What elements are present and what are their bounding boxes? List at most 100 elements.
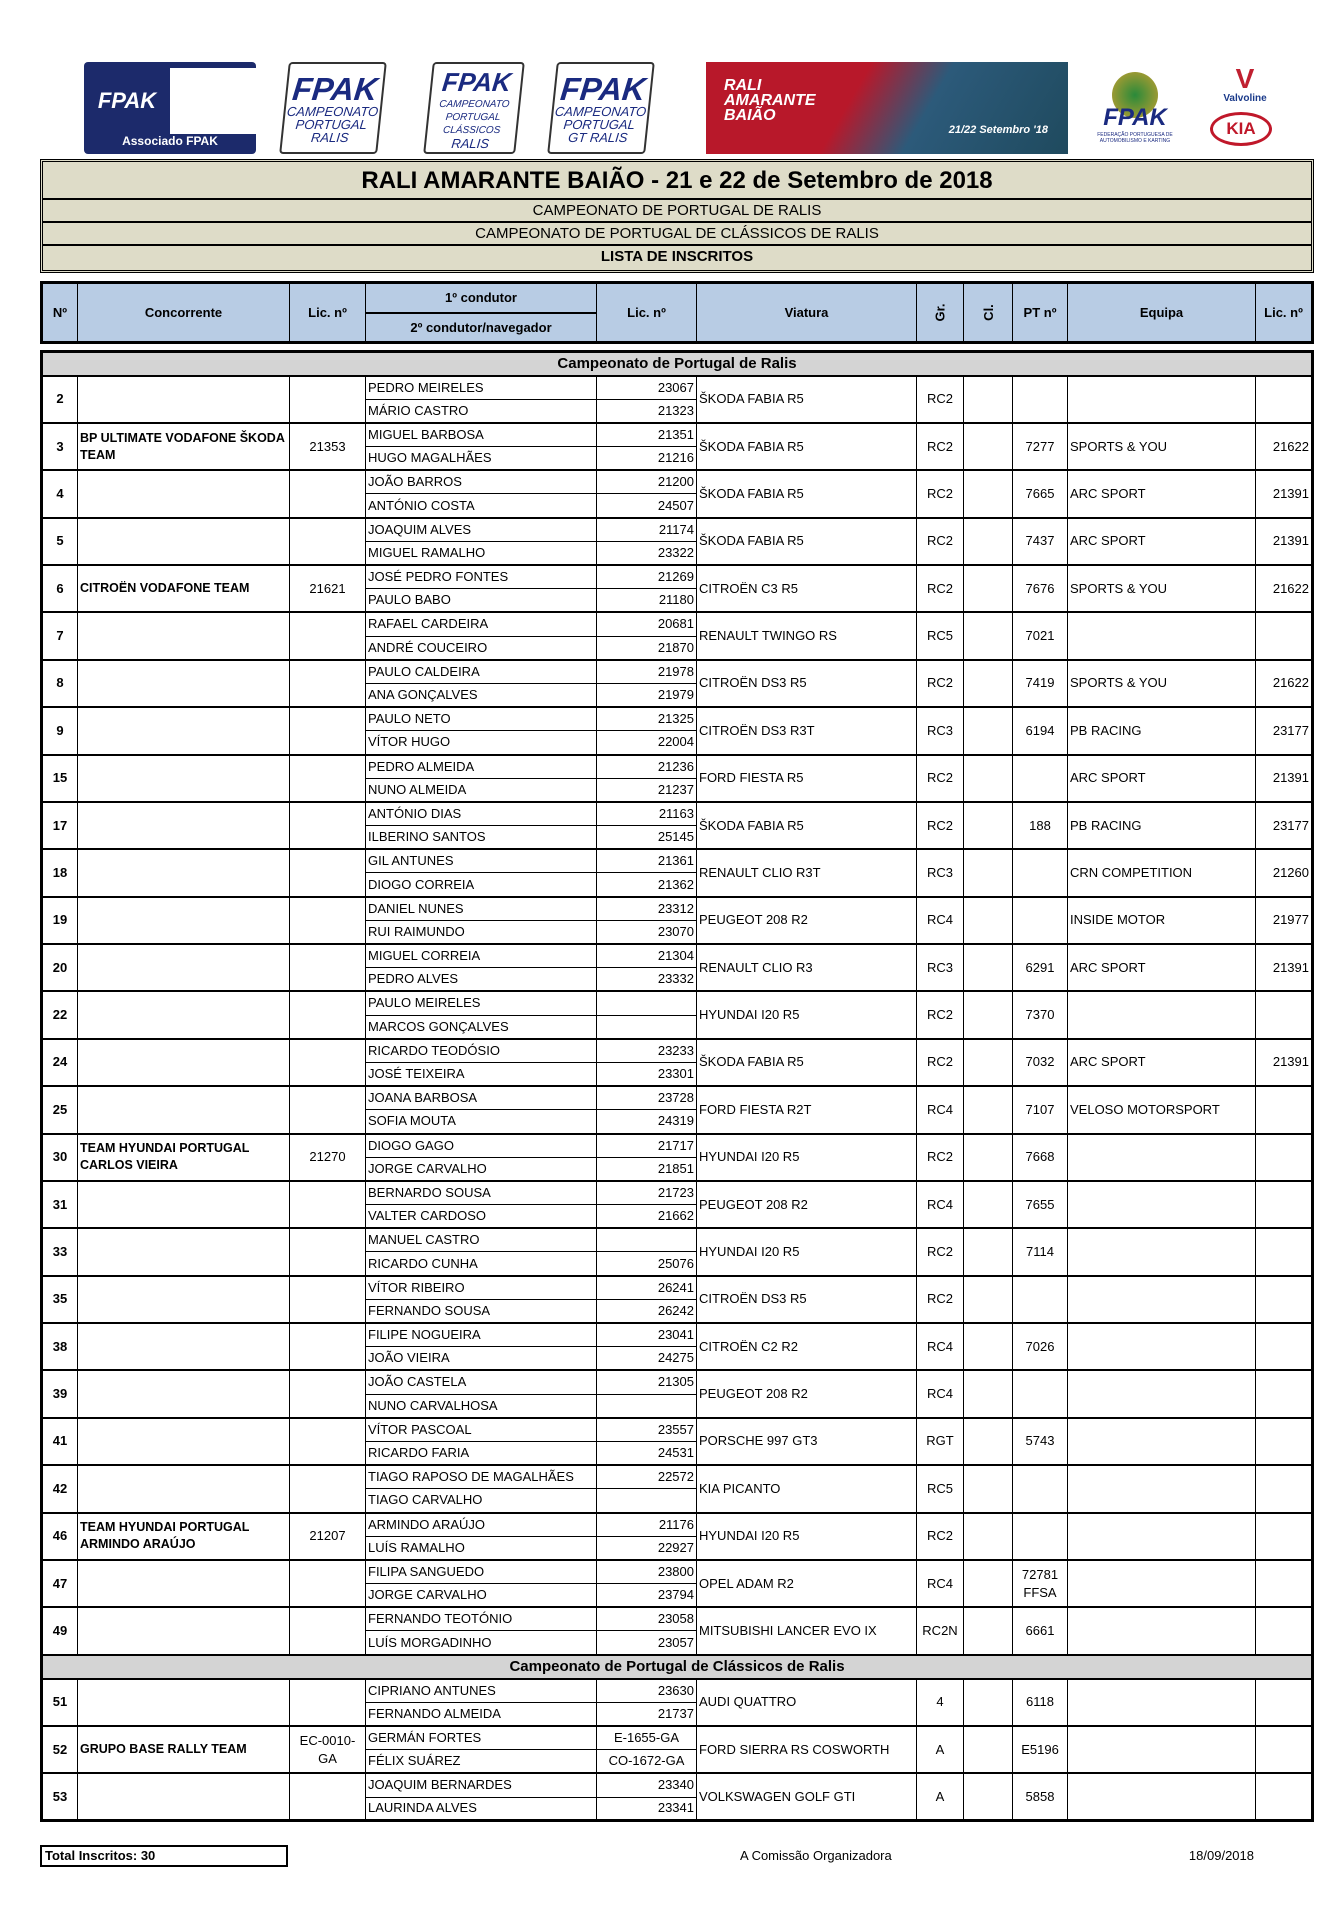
driver-1: VÍTOR PASCOAL	[365, 1416, 597, 1442]
competitor	[77, 895, 290, 945]
car: HYUNDAI I20 R5	[696, 1227, 917, 1277]
class	[963, 1464, 1013, 1514]
pt-number	[1012, 1369, 1068, 1419]
table-row: 39 JOÃO CASTELA 21305 PEUGEOT 208 R2 RC4	[41, 1369, 1313, 1419]
car: ŠKODA FABIA R5	[696, 1037, 917, 1087]
table-row: 38 FILIPE NOGUEIRA 23041 CITROËN C2 R2 RC4 70…	[41, 1321, 1313, 1371]
team	[1067, 990, 1256, 1040]
group: RC4	[916, 1369, 964, 1419]
team	[1067, 611, 1256, 661]
driver-1-license	[596, 1227, 697, 1253]
pt-number: 5743	[1012, 1416, 1068, 1466]
car: ŠKODA FABIA R5	[696, 516, 917, 566]
title-block: RALI AMARANTE BAIÃO - 21 e 22 de Setembr…	[40, 159, 1314, 273]
car: CITROËN DS3 R3T	[696, 706, 917, 756]
table-row-codriver: FERNANDO ALMEIDA 21737	[42, 1701, 1313, 1727]
competitor	[77, 658, 290, 708]
driver-1: FILIPE NOGUEIRA	[365, 1322, 597, 1348]
driver-1: PEDRO ALMEIDA	[365, 753, 597, 779]
driver-2-license: 21662	[596, 1204, 697, 1229]
driver-2-license: 23794	[596, 1583, 697, 1608]
competitor-license	[289, 1677, 366, 1727]
group: RC2	[916, 1274, 964, 1324]
team-license	[1255, 374, 1313, 424]
competitor	[77, 753, 290, 803]
driver-2-license: 24507	[596, 493, 697, 519]
class	[963, 848, 1013, 898]
competitor	[77, 611, 290, 661]
driver-2-license: 26242	[596, 1298, 697, 1324]
table-row: 15 PEDRO ALMEIDA 21236 FORD FIESTA R5 RC2 ARC…	[41, 753, 1313, 803]
competitor	[77, 1274, 290, 1324]
competitor-license	[289, 469, 366, 519]
table-row-codriver: MARCOS GONÇALVES	[42, 1014, 1313, 1040]
group: RC2	[916, 563, 964, 613]
total-entries: Total Inscritos: 30	[40, 1845, 288, 1867]
table-row: 6 CITROËN VODAFONE TEAM 21621 JOSÉ PEDRO FO…	[41, 563, 1313, 613]
driver-2: ANDRÉ COUCEIRO	[365, 635, 597, 661]
driver-2: JORGE CARVALHO	[365, 1583, 597, 1608]
group: RC2	[916, 1132, 964, 1182]
table-row: 5 JOAQUIM ALVES 21174 ŠKODA FABIA R5 RC2 7437…	[41, 516, 1313, 566]
competitor: TEAM HYUNDAI PORTUGAL ARMINDO ARAÚJO	[77, 1511, 290, 1561]
group: RC3	[916, 848, 964, 898]
table-row-codriver: JOSÉ TEIXEIRA 23301	[42, 1061, 1313, 1087]
competitor-license	[289, 658, 366, 708]
class	[963, 1558, 1013, 1608]
driver-1: BERNARDO SOUSA	[365, 1179, 597, 1206]
class	[963, 753, 1013, 803]
competitor-license	[289, 895, 366, 945]
driver-2: MIGUEL RAMALHO	[365, 540, 597, 566]
entry-number: 19	[41, 895, 78, 945]
driver-1: FILIPA SANGUEDO	[365, 1558, 597, 1585]
pt-number	[1012, 848, 1068, 898]
driver-1-license: 23340	[596, 1772, 697, 1798]
entry-list-table: Campeonato de Portugal de Ralis 2 PEDRO ME…	[40, 350, 1314, 1823]
group: RC4	[916, 1558, 964, 1608]
car: ŠKODA FABIA R5	[696, 800, 917, 850]
pt-number: 7032	[1012, 1037, 1068, 1087]
driver-1-license: 21305	[596, 1369, 697, 1395]
class	[963, 1677, 1013, 1727]
car: CITROËN DS3 R5	[696, 1274, 917, 1324]
driver-2: LUÍS RAMALHO	[365, 1535, 597, 1561]
driver-2: HUGO MAGALHÃES	[365, 446, 597, 471]
team-license: 21622	[1255, 421, 1313, 471]
group: RGT	[916, 1416, 964, 1466]
logo-rally-banner: RALI AMARANTE BAIÃO 21/22 Setembro '18	[706, 62, 1068, 154]
driver-1: JOSÉ PEDRO FONTES	[365, 564, 597, 590]
driver-1: JOAQUIM BERNARDES	[365, 1772, 597, 1798]
table-row: 24 RICARDO TEODÓSIO 23233 ŠKODA FABIA R5 RC2…	[41, 1037, 1313, 1087]
team-license	[1255, 1132, 1313, 1182]
group: A	[916, 1724, 964, 1774]
team-license	[1255, 1369, 1313, 1419]
driver-2-license: 21323	[596, 398, 697, 424]
competitor	[77, 1369, 290, 1419]
group: RC2	[916, 1037, 964, 1087]
competitor-license	[289, 800, 366, 850]
table-row: 22 PAULO MEIRELES HYUNDAI I20 R5 RC2 7370	[41, 990, 1313, 1040]
driver-2: ANTÓNIO COSTA	[365, 493, 597, 519]
driver-1-license: 23800	[596, 1558, 697, 1585]
car: FORD FIESTA R2T	[696, 1085, 917, 1135]
driver-2-license: 23322	[596, 540, 697, 566]
table-row-codriver: PEDRO ALVES 23332	[42, 967, 1313, 992]
table-row: 2 PEDRO MEIRELES 23067 ŠKODA FABIA R5 RC2	[41, 374, 1313, 424]
competitor	[77, 1227, 290, 1277]
car: CITROËN C3 R5	[696, 563, 917, 613]
group: RC2	[916, 469, 964, 519]
class	[963, 469, 1013, 519]
col-concorrente: Concorrente	[77, 282, 290, 343]
entry-number: 18	[41, 848, 78, 898]
competitor	[77, 1321, 290, 1371]
competitor-license	[289, 1085, 366, 1135]
driver-2: RICARDO CUNHA	[365, 1251, 597, 1277]
competitor	[77, 848, 290, 898]
team-license: 21391	[1255, 469, 1313, 519]
group: 4	[916, 1677, 964, 1727]
competitor	[77, 469, 290, 519]
entry-number: 41	[41, 1416, 78, 1466]
driver-1-license: E-1655-GA	[596, 1725, 697, 1751]
driver-1-license: 21174	[596, 516, 697, 542]
team: PB RACING	[1067, 706, 1256, 756]
